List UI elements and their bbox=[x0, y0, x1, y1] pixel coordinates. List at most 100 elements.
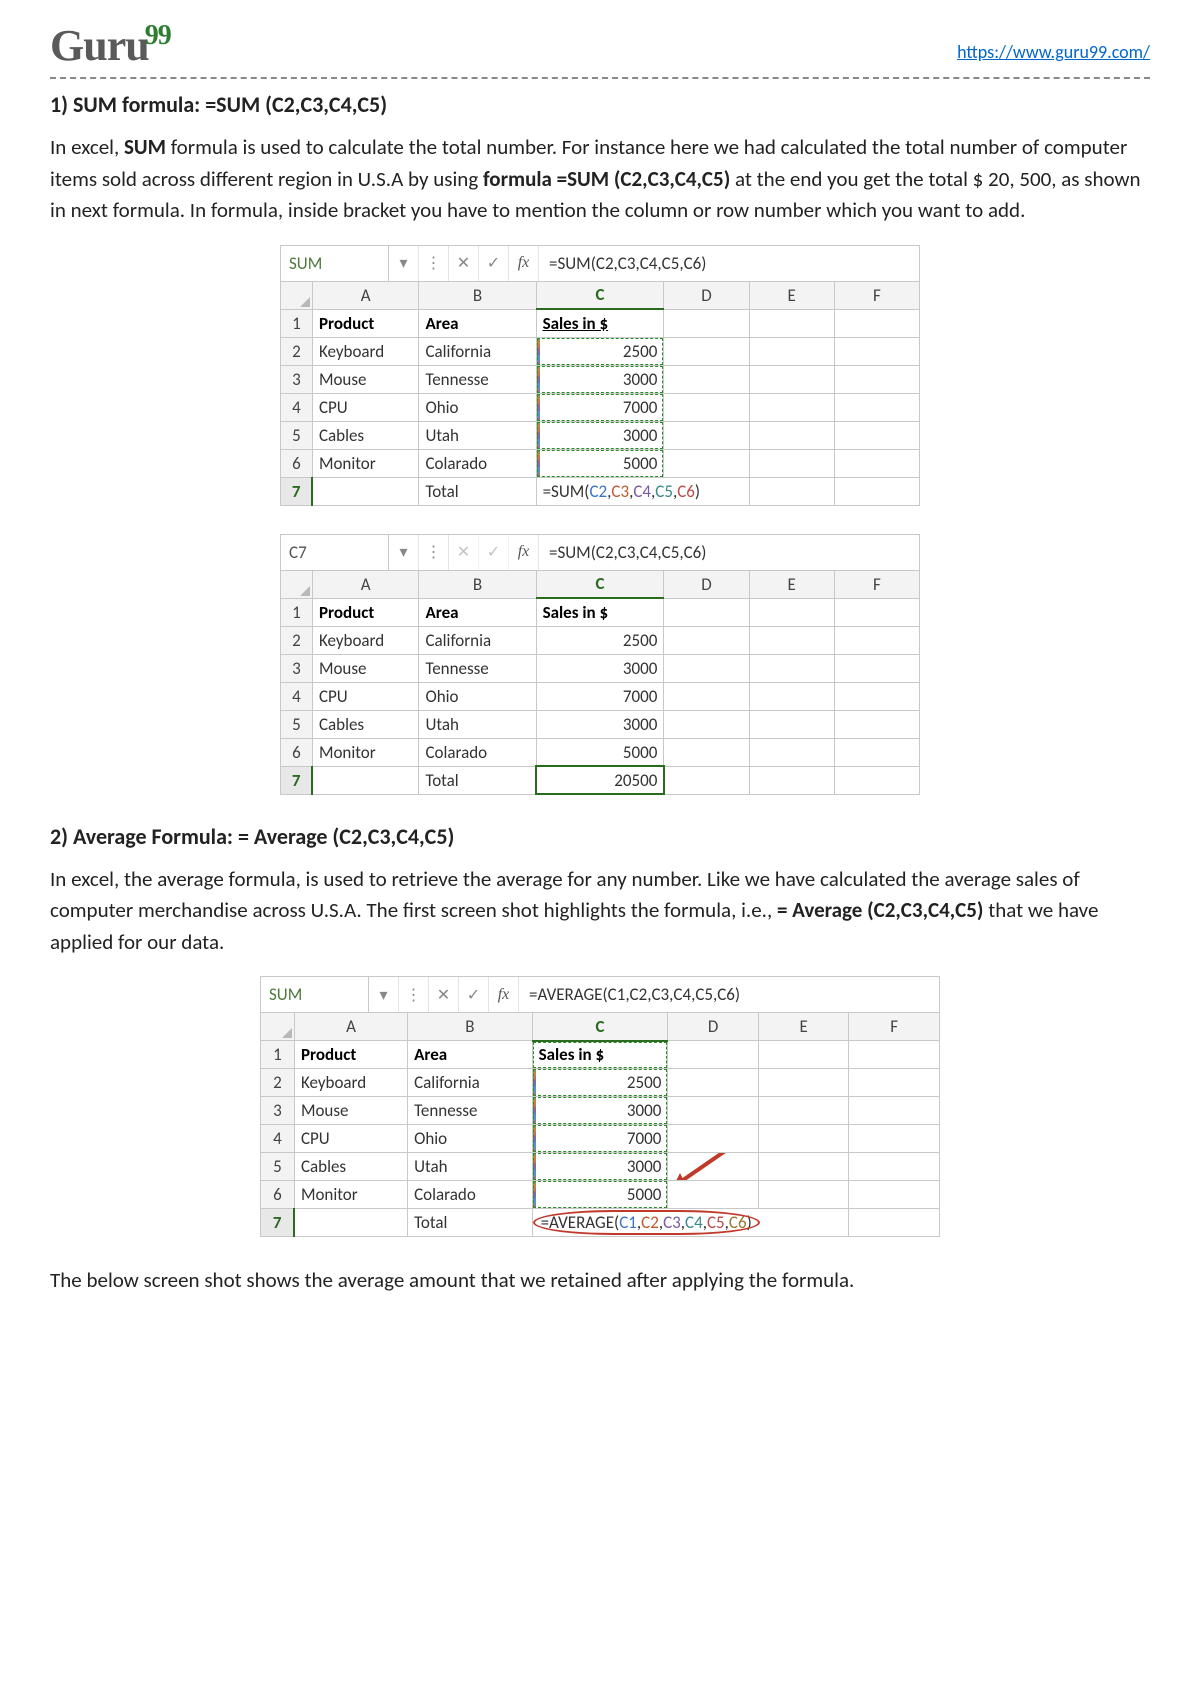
cell-E4[interactable] bbox=[749, 393, 834, 421]
fx-icon[interactable]: fx bbox=[509, 535, 539, 570]
cell-E2[interactable] bbox=[749, 626, 834, 654]
cell-C3[interactable]: 3000 bbox=[536, 654, 664, 682]
cell-F7[interactable] bbox=[834, 766, 919, 794]
cell-C6[interactable]: 5000 bbox=[536, 449, 664, 477]
cell-A7[interactable] bbox=[312, 766, 419, 794]
cell-B6[interactable]: Colarado bbox=[419, 738, 536, 766]
cell-D2[interactable] bbox=[664, 626, 749, 654]
cell-F2[interactable] bbox=[834, 626, 919, 654]
cell-A1[interactable]: Product bbox=[312, 598, 419, 626]
cell-B1[interactable]: Area bbox=[419, 598, 536, 626]
cell-F6[interactable] bbox=[849, 1181, 940, 1209]
cell-F4[interactable] bbox=[849, 1125, 940, 1153]
row-h-4[interactable]: 4 bbox=[281, 393, 313, 421]
cell-D5[interactable] bbox=[668, 1153, 759, 1181]
cell-F5[interactable] bbox=[849, 1153, 940, 1181]
cell-B2[interactable]: California bbox=[408, 1069, 532, 1097]
cell-D4[interactable] bbox=[664, 393, 749, 421]
fx-icon[interactable]: fx bbox=[489, 977, 519, 1012]
cell-F3[interactable] bbox=[849, 1097, 940, 1125]
cell-D4[interactable] bbox=[664, 682, 749, 710]
cell-A4[interactable]: CPU bbox=[312, 393, 419, 421]
cell-E4[interactable] bbox=[758, 1125, 849, 1153]
col-B[interactable]: B bbox=[419, 570, 536, 598]
cell-F3[interactable] bbox=[834, 365, 919, 393]
cell-E4[interactable] bbox=[749, 682, 834, 710]
cell-B1[interactable]: Area bbox=[408, 1041, 532, 1069]
cell-A7[interactable] bbox=[294, 1209, 407, 1237]
name-box-dropdown-icon[interactable]: ▾ bbox=[389, 246, 419, 281]
row-h-3[interactable]: 3 bbox=[281, 654, 313, 682]
name-box[interactable]: C7 bbox=[281, 535, 389, 570]
col-E[interactable]: E bbox=[758, 1013, 849, 1041]
cell-B5[interactable]: Utah bbox=[408, 1153, 532, 1181]
col-F[interactable]: F bbox=[849, 1013, 940, 1041]
cell-C1[interactable]: Sales in $ bbox=[532, 1041, 668, 1069]
row-h-6[interactable]: 6 bbox=[281, 738, 313, 766]
cell-C2[interactable]: 2500 bbox=[532, 1069, 668, 1097]
cell-C7[interactable]: 20500 bbox=[536, 766, 664, 794]
cell-C2[interactable]: 2500 bbox=[536, 626, 664, 654]
dots-icon[interactable]: ⋮ bbox=[399, 977, 429, 1012]
cell-D3[interactable] bbox=[664, 654, 749, 682]
cell-B5[interactable]: Utah bbox=[419, 710, 536, 738]
name-box-dropdown-icon[interactable]: ▾ bbox=[369, 977, 399, 1012]
col-D[interactable]: D bbox=[664, 281, 749, 309]
select-all-corner[interactable] bbox=[281, 281, 313, 309]
formula-input[interactable]: =SUM(C2,C3,C4,C5,C6) bbox=[539, 246, 919, 281]
cell-A1[interactable]: Product bbox=[312, 309, 419, 337]
cell-D6[interactable] bbox=[668, 1181, 759, 1209]
cell-E6[interactable] bbox=[749, 738, 834, 766]
cell-A7[interactable] bbox=[312, 477, 419, 505]
cell-B7[interactable]: Total bbox=[419, 766, 536, 794]
cell-C5[interactable]: 3000 bbox=[532, 1153, 668, 1181]
cell-C3[interactable]: 3000 bbox=[532, 1097, 668, 1125]
cell-E1[interactable] bbox=[758, 1041, 849, 1069]
cancel-icon[interactable]: ✕ bbox=[429, 977, 459, 1012]
cancel-icon[interactable]: ✕ bbox=[449, 246, 479, 281]
row-h-2[interactable]: 2 bbox=[281, 626, 313, 654]
cell-D3[interactable] bbox=[664, 365, 749, 393]
row-h-4[interactable]: 4 bbox=[281, 682, 313, 710]
cell-D1[interactable] bbox=[664, 598, 749, 626]
row-h-3[interactable]: 3 bbox=[281, 365, 313, 393]
col-C[interactable]: C bbox=[532, 1013, 668, 1041]
name-box[interactable]: SUM bbox=[281, 246, 389, 281]
col-A[interactable]: A bbox=[312, 570, 419, 598]
row-h-2[interactable]: 2 bbox=[281, 337, 313, 365]
cell-C1[interactable]: Sales in $ bbox=[536, 309, 664, 337]
cell-C1[interactable]: Sales in $ bbox=[536, 598, 664, 626]
cell-D1[interactable] bbox=[664, 309, 749, 337]
cell-E3[interactable] bbox=[749, 365, 834, 393]
cell-B2[interactable]: California bbox=[419, 337, 536, 365]
cell-B1[interactable]: Area bbox=[419, 309, 536, 337]
cell-B7[interactable]: Total bbox=[419, 477, 536, 505]
cell-A4[interactable]: CPU bbox=[294, 1125, 407, 1153]
cell-D1[interactable] bbox=[668, 1041, 759, 1069]
row-h-1[interactable]: 1 bbox=[281, 309, 313, 337]
formula-input[interactable]: =SUM(C2,C3,C4,C5,C6) bbox=[539, 535, 919, 570]
cell-E2[interactable] bbox=[749, 337, 834, 365]
cell-A3[interactable]: Mouse bbox=[312, 365, 419, 393]
cell-C6[interactable]: 5000 bbox=[532, 1181, 668, 1209]
cell-C7[interactable]: =SUM(C2,C3,C4,C5,C6) bbox=[536, 477, 749, 505]
cell-E6[interactable] bbox=[758, 1181, 849, 1209]
cell-B6[interactable]: Colarado bbox=[419, 449, 536, 477]
cell-B5[interactable]: Utah bbox=[419, 421, 536, 449]
cell-F5[interactable] bbox=[834, 710, 919, 738]
cell-A4[interactable]: CPU bbox=[312, 682, 419, 710]
cell-D3[interactable] bbox=[668, 1097, 759, 1125]
cell-E5[interactable] bbox=[749, 710, 834, 738]
col-D[interactable]: D bbox=[668, 1013, 759, 1041]
cell-B4[interactable]: Ohio bbox=[408, 1125, 532, 1153]
col-A[interactable]: A bbox=[312, 281, 419, 309]
cell-F6[interactable] bbox=[834, 449, 919, 477]
col-B[interactable]: B bbox=[419, 281, 536, 309]
row-h-6[interactable]: 6 bbox=[261, 1181, 295, 1209]
cell-B3[interactable]: Tennesse bbox=[419, 654, 536, 682]
fx-icon[interactable]: fx bbox=[509, 246, 539, 281]
row-h-4[interactable]: 4 bbox=[261, 1125, 295, 1153]
cell-F7[interactable] bbox=[849, 1209, 940, 1237]
col-A[interactable]: A bbox=[294, 1013, 407, 1041]
cell-A3[interactable]: Mouse bbox=[294, 1097, 407, 1125]
